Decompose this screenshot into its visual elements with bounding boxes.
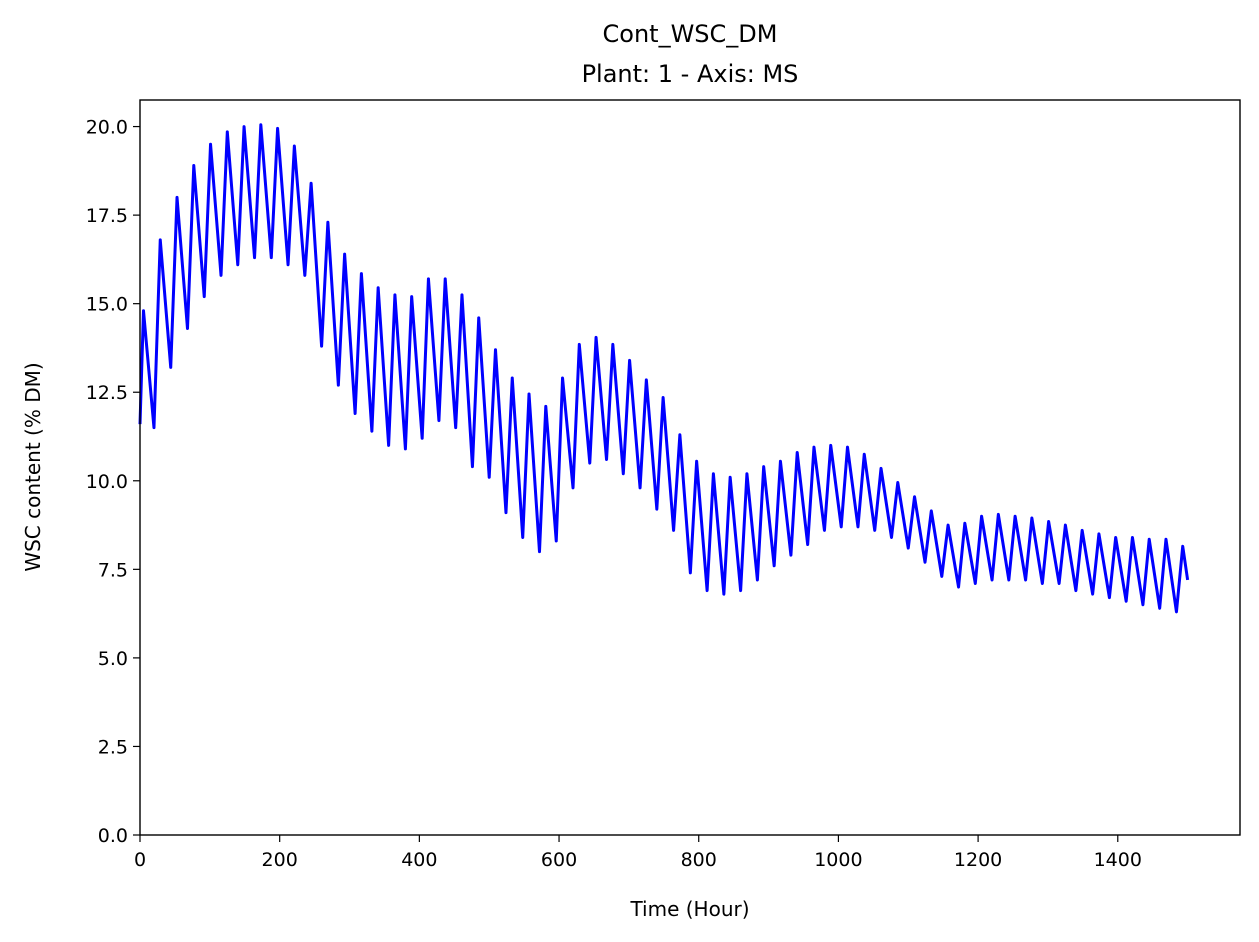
series-line-wsc bbox=[138, 123, 1190, 614]
plot-area bbox=[138, 123, 1190, 614]
x-tick-label: 800 bbox=[681, 849, 717, 871]
x-tick-label: 1000 bbox=[814, 849, 862, 871]
y-tick-label: 10.0 bbox=[86, 471, 128, 493]
x-tick-label: 200 bbox=[262, 849, 298, 871]
y-tick-label: 15.0 bbox=[86, 294, 128, 316]
chart-subtitle: Plant: 1 - Axis: MS bbox=[582, 60, 799, 88]
plot-frame bbox=[139, 99, 1241, 836]
x-tick-label: 1400 bbox=[1094, 849, 1142, 871]
y-tick-label: 0.0 bbox=[98, 825, 128, 847]
x-tick-label: 400 bbox=[401, 849, 437, 871]
x-tick-label: 1200 bbox=[954, 849, 1002, 871]
chart-title: Cont_WSC_DM bbox=[603, 20, 778, 48]
y-tick-label: 7.5 bbox=[98, 559, 128, 581]
x-axis: 0 200 400 600 800 1000 1200 1400 bbox=[134, 835, 1142, 871]
y-tick-label: 17.5 bbox=[86, 205, 128, 227]
x-tick-label: 600 bbox=[541, 849, 577, 871]
x-axis-label: Time (Hour) bbox=[629, 897, 749, 921]
y-tick-label: 20.0 bbox=[86, 117, 128, 139]
y-axis-label: WSC content (% DM) bbox=[21, 362, 45, 571]
y-axis: 0.0 2.5 5.0 7.5 10.0 12.5 15.0 17.5 20.0 bbox=[86, 117, 140, 847]
x-tick-label: 0 bbox=[134, 849, 146, 871]
y-tick-label: 12.5 bbox=[86, 382, 128, 404]
y-tick-label: 2.5 bbox=[98, 736, 128, 758]
y-tick-label: 5.0 bbox=[98, 648, 128, 670]
